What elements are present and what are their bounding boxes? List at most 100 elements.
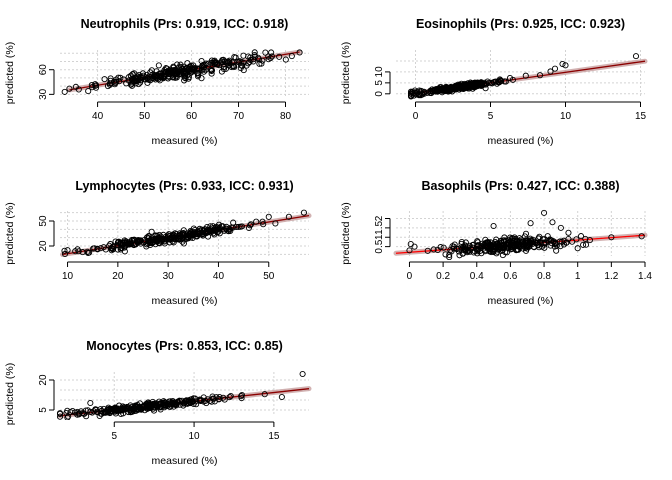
plot-area <box>393 209 648 260</box>
data-point <box>112 408 119 415</box>
data-point <box>82 407 89 414</box>
data-point <box>226 394 233 401</box>
data-point <box>548 240 555 247</box>
data-point <box>160 235 167 242</box>
data-point <box>129 77 136 85</box>
data-point <box>184 60 191 67</box>
data-point <box>189 398 196 405</box>
data-point <box>493 250 500 257</box>
data-point <box>216 393 223 401</box>
x-tick-label: 40 <box>213 271 225 282</box>
data-point <box>562 62 569 69</box>
data-point <box>155 62 162 69</box>
data-point <box>569 238 576 245</box>
chart-title: Neutrophils (Prs: 0.919, ICC: 0.918) <box>81 17 289 31</box>
data-point <box>513 246 520 253</box>
data-point <box>213 223 220 230</box>
data-point <box>90 245 97 252</box>
data-point <box>547 68 554 75</box>
data-point <box>446 254 453 260</box>
panel-monocytes: 5 10 15 5 20 Monocytes (Prs: 0.853, ICC: 0.85… <box>4 339 312 467</box>
y-tick-label: 20 <box>38 240 49 252</box>
data-point <box>551 243 558 250</box>
data-point <box>259 57 266 64</box>
data-point <box>176 230 183 237</box>
data-point <box>490 222 497 230</box>
data-point <box>477 79 485 86</box>
data-point <box>164 234 171 241</box>
data-point <box>90 408 97 415</box>
x-tick-label: 1 <box>575 271 581 282</box>
data-point <box>504 240 511 248</box>
data-point <box>238 391 246 399</box>
data-point <box>559 60 566 68</box>
data-point <box>203 400 210 407</box>
data-point <box>534 241 542 248</box>
data-point <box>430 246 437 253</box>
data-point <box>282 56 289 63</box>
data-point <box>474 247 481 254</box>
data-point <box>522 72 529 79</box>
data-point <box>101 76 108 83</box>
data-point <box>167 236 174 243</box>
data-point <box>67 409 74 416</box>
data-point <box>194 73 201 80</box>
data-point <box>487 247 494 254</box>
data-point <box>178 71 185 78</box>
panel-neutrophils: 40 50 60 70 80 30 60 Neutrophils (Prs: 0.919, I… <box>4 17 309 147</box>
data-point <box>580 241 587 248</box>
data-point <box>498 77 505 84</box>
data-point <box>407 241 414 248</box>
data-point <box>541 209 548 216</box>
data-point <box>224 60 231 67</box>
data-point <box>86 249 93 256</box>
data-point <box>638 233 645 240</box>
data-point <box>272 220 279 227</box>
data-point <box>134 73 142 80</box>
data-point <box>535 235 542 242</box>
x-tick-label: 0.4 <box>470 271 484 282</box>
data-point <box>208 70 215 77</box>
data-point <box>166 232 173 240</box>
data-point <box>190 395 197 402</box>
data-point <box>189 66 196 73</box>
data-point <box>299 370 306 378</box>
data-point <box>129 408 136 415</box>
x-tick-label: 0.2 <box>436 271 450 282</box>
data-point <box>139 70 146 77</box>
x-tick-label: 1.4 <box>638 271 652 282</box>
panel-lymphocytes: 10 20 30 40 50 20 50 Lymphocytes (Prs: 0.933, I… <box>4 179 312 307</box>
data-point <box>170 239 177 246</box>
data-point <box>173 402 180 409</box>
data-point <box>461 83 469 90</box>
data-point <box>144 235 152 242</box>
data-point <box>582 241 590 248</box>
data-point <box>563 239 570 246</box>
data-point <box>253 218 260 225</box>
data-point <box>137 237 144 244</box>
data-point <box>565 229 572 236</box>
data-point <box>468 245 475 253</box>
data-point <box>122 406 129 413</box>
data-point <box>527 240 534 247</box>
data-point <box>92 82 99 89</box>
data-point <box>255 56 262 63</box>
y-tick-label: 1.5 <box>374 220 385 234</box>
data-point <box>427 89 434 97</box>
data-point <box>176 235 183 243</box>
data-point <box>156 231 163 238</box>
data-point <box>161 404 168 411</box>
data-point <box>63 409 70 417</box>
data-point <box>198 226 205 233</box>
data-point <box>237 223 244 230</box>
y-tick-label: 30 <box>38 88 49 100</box>
data-point <box>107 405 115 412</box>
data-point <box>163 65 171 72</box>
data-point <box>608 234 615 241</box>
data-point <box>112 405 119 412</box>
data-point <box>175 234 182 241</box>
data-point <box>104 409 112 416</box>
data-point <box>434 88 441 95</box>
data-point <box>524 237 531 244</box>
x-axis-label: measured (%) <box>152 135 218 147</box>
